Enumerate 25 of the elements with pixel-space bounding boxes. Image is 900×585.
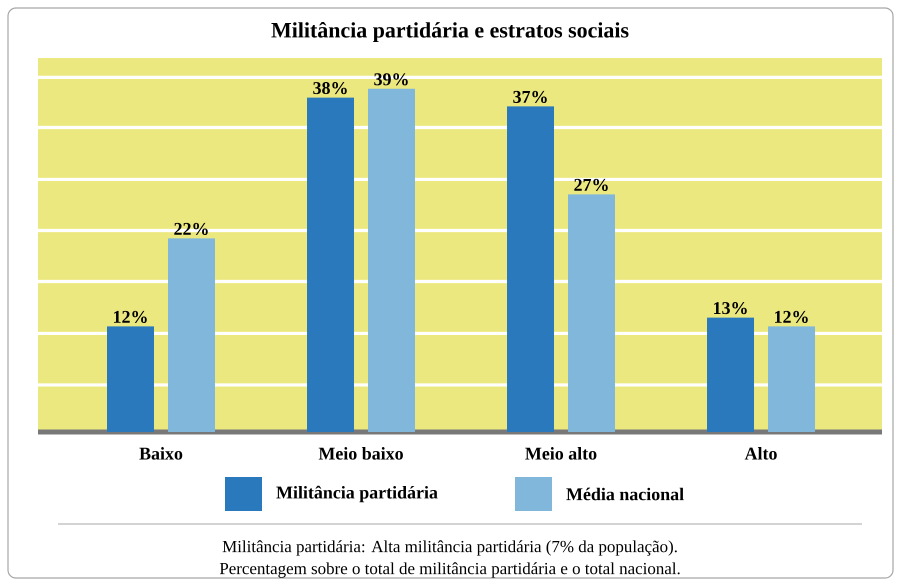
x-tick-label: Baixo: [139, 447, 182, 460]
x-tick-label: Meio alto: [525, 447, 596, 460]
data-label: 37%: [513, 90, 547, 104]
data-label: 13%: [714, 302, 747, 314]
bar: [107, 326, 154, 432]
data-label: 22%: [174, 222, 208, 236]
bar: [168, 238, 215, 432]
data-label: 12%: [775, 310, 808, 324]
chart-title: Militância partidária e estratos sociais: [271, 22, 628, 42]
data-label: 39%: [374, 73, 408, 86]
data-label: 12%: [114, 310, 147, 324]
text: Percentagem sobre o total de militância partidária e o total nacional.: [220, 562, 680, 578]
data-label: 38%: [313, 82, 347, 94]
bar: [368, 88, 416, 432]
bar: [507, 106, 554, 432]
bar: [768, 326, 816, 432]
x-tick-label: Alto: [744, 447, 777, 460]
bar: [307, 98, 354, 432]
bar: [707, 318, 754, 432]
legend-label: Militância partidária: [276, 486, 438, 502]
legend-label: Média nacional: [566, 488, 684, 500]
data-label: 27%: [574, 178, 608, 192]
x-tick-label: Meio baixo: [318, 447, 403, 460]
text: Militância partidária: Alta militância partidária (7% da população).: [222, 540, 677, 556]
bar: [568, 194, 616, 432]
